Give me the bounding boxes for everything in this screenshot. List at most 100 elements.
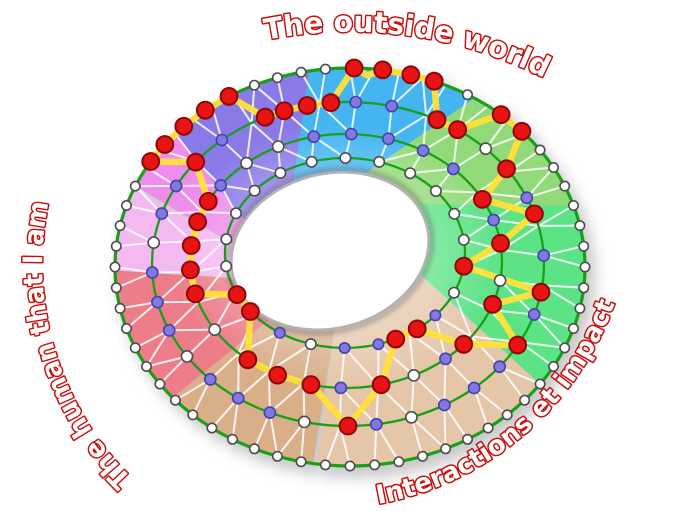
wheel-node-white[interactable]: [274, 166, 287, 179]
wheel-node-purple[interactable]: [527, 308, 541, 321]
path-node-red[interactable]: [448, 120, 468, 140]
path-node-red[interactable]: [473, 190, 492, 209]
path-node-red[interactable]: [497, 159, 517, 179]
wheel-node-white[interactable]: [579, 261, 591, 273]
wheel-node-white[interactable]: [230, 207, 243, 220]
path-node-red[interactable]: [181, 236, 201, 255]
wheel-node-white[interactable]: [141, 360, 153, 372]
wheel-node-white[interactable]: [574, 302, 586, 314]
wheel-node-white[interactable]: [319, 63, 331, 75]
wheel-node-purple[interactable]: [334, 381, 348, 395]
path-node-red[interactable]: [427, 110, 447, 130]
path-node-red[interactable]: [174, 116, 194, 136]
wheel-node-purple[interactable]: [537, 249, 551, 262]
wheel-node-purple[interactable]: [369, 417, 383, 431]
wheel-node-white[interactable]: [180, 349, 194, 363]
path-node-red[interactable]: [268, 365, 288, 385]
path-node-red[interactable]: [219, 87, 239, 106]
wheel-node-white[interactable]: [547, 360, 559, 372]
wheel-node-white[interactable]: [578, 282, 590, 294]
wheel-node-white[interactable]: [479, 142, 493, 156]
wheel-node-white[interactable]: [305, 155, 318, 168]
path-node-red[interactable]: [155, 135, 175, 154]
path-node-red[interactable]: [491, 105, 511, 124]
wheel-node-white[interactable]: [206, 422, 218, 434]
wheel-node-white[interactable]: [295, 66, 307, 78]
path-node-red[interactable]: [241, 302, 260, 321]
wheel-node-white[interactable]: [393, 456, 405, 468]
path-node-red[interactable]: [301, 375, 321, 395]
wheel-node-purple[interactable]: [429, 309, 442, 322]
wheel-node-white[interactable]: [109, 261, 121, 273]
wheel-node-purple[interactable]: [215, 133, 229, 147]
wheel-node-white[interactable]: [208, 323, 222, 336]
wheel-node-purple[interactable]: [437, 398, 451, 412]
wheel-node-purple[interactable]: [493, 360, 506, 374]
wheel-node-white[interactable]: [271, 450, 283, 462]
wheel-node-white[interactable]: [574, 220, 586, 232]
path-node-red[interactable]: [424, 71, 444, 91]
wheel-node-white[interactable]: [248, 184, 261, 197]
wheel-node-white[interactable]: [248, 443, 260, 455]
wheel-node-white[interactable]: [493, 274, 507, 287]
wheel-node-white[interactable]: [369, 459, 381, 471]
wheel-node-white[interactable]: [339, 152, 352, 165]
path-node-red[interactable]: [373, 60, 393, 80]
wheel-node-white[interactable]: [121, 322, 133, 334]
wheel-node-purple[interactable]: [169, 179, 183, 193]
wheel-node-white[interactable]: [429, 185, 442, 198]
wheel-node-white[interactable]: [567, 322, 579, 334]
wheel-node-purple[interactable]: [162, 323, 176, 337]
path-node-red[interactable]: [188, 212, 208, 232]
wheel-node-purple[interactable]: [446, 162, 460, 176]
path-node-red[interactable]: [386, 329, 406, 349]
wheel-node-white[interactable]: [440, 443, 452, 455]
wheel-node-white[interactable]: [114, 302, 126, 314]
path-node-red[interactable]: [531, 282, 551, 302]
wheel-node-white[interactable]: [559, 180, 571, 192]
path-node-red[interactable]: [454, 334, 474, 354]
wheel-node-purple[interactable]: [385, 99, 399, 113]
path-node-red[interactable]: [198, 192, 218, 211]
wheel-node-white[interactable]: [501, 409, 513, 421]
path-node-red[interactable]: [181, 260, 200, 280]
path-node-red[interactable]: [141, 152, 161, 171]
wheel-node-white[interactable]: [344, 460, 356, 472]
path-node-red[interactable]: [255, 107, 275, 127]
wheel-node-white[interactable]: [457, 233, 470, 246]
path-node-red[interactable]: [195, 100, 215, 120]
wheel-node-white[interactable]: [578, 240, 590, 252]
wheel-node-white[interactable]: [271, 72, 283, 84]
wheel-node-white[interactable]: [404, 167, 417, 180]
wheel-node-purple[interactable]: [155, 207, 169, 220]
wheel-node-purple[interactable]: [231, 391, 245, 405]
wheel-node-white[interactable]: [129, 180, 141, 192]
wheel-node-white[interactable]: [295, 456, 307, 468]
wheel-node-purple[interactable]: [372, 338, 385, 351]
path-node-red[interactable]: [508, 335, 528, 355]
path-node-red[interactable]: [227, 285, 247, 305]
wheel-node-white[interactable]: [534, 378, 546, 390]
path-node-red[interactable]: [344, 58, 364, 78]
wheel-node-white[interactable]: [227, 433, 239, 445]
wheel-node-white[interactable]: [534, 144, 546, 156]
wheel-node-white[interactable]: [240, 156, 253, 170]
wheel-node-white[interactable]: [559, 342, 571, 354]
wheel-node-purple[interactable]: [214, 178, 228, 192]
path-node-red[interactable]: [525, 204, 544, 224]
path-node-red[interactable]: [491, 233, 510, 253]
wheel-node-white[interactable]: [110, 240, 122, 252]
wheel-node-white[interactable]: [220, 260, 233, 273]
wheel-node-white[interactable]: [461, 433, 473, 445]
path-node-red[interactable]: [407, 319, 427, 339]
wheel-node-purple[interactable]: [467, 381, 481, 395]
wheel-node-white[interactable]: [447, 286, 460, 299]
wheel-node-white[interactable]: [297, 415, 311, 429]
path-node-red[interactable]: [186, 152, 206, 172]
wheel-node-white[interactable]: [220, 233, 233, 246]
path-node-red[interactable]: [274, 101, 294, 121]
wheel-node-white[interactable]: [319, 459, 331, 471]
wheel-node-purple[interactable]: [273, 326, 286, 339]
wheel-node-white[interactable]: [169, 394, 181, 406]
wheel-node-purple[interactable]: [344, 127, 358, 141]
